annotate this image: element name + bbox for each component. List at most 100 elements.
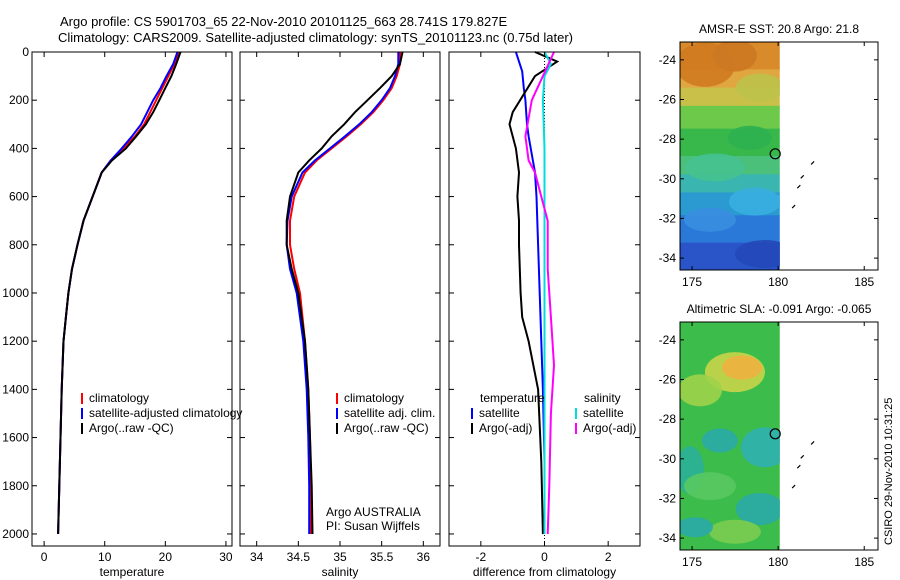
x-axis-label: salinity xyxy=(322,565,359,579)
header-line-2: Climatology: CARS2009. Satellite-adjuste… xyxy=(58,30,573,45)
map-y-tick-label: -26 xyxy=(659,372,677,386)
sla-patch xyxy=(740,427,780,468)
float-track-mark xyxy=(800,454,805,459)
series-line-1 xyxy=(285,52,400,534)
legend-label: satellite xyxy=(479,406,520,420)
y-tick-label: 1800 xyxy=(2,479,29,493)
x-tick-label: 34 xyxy=(250,550,264,564)
y-tick-label: 600 xyxy=(9,190,29,204)
sst-patch xyxy=(712,42,757,72)
y-tick-label: 800 xyxy=(9,238,29,252)
float-track-mark xyxy=(810,161,815,165)
x-tick-label: 36 xyxy=(417,550,431,564)
series-line-0 xyxy=(57,51,180,535)
map-frame xyxy=(679,41,879,271)
legend-label: satellite xyxy=(583,406,624,420)
sla-patch xyxy=(683,472,736,501)
series-line-1 xyxy=(57,51,179,535)
float-track-mark xyxy=(791,484,796,489)
x-tick-label: 30 xyxy=(219,550,233,564)
legend-label: satellite-adjusted climatology xyxy=(89,406,242,420)
float-track-mark xyxy=(810,441,815,445)
legend-label: Argo(..raw -QC) xyxy=(89,421,174,435)
sst-patch xyxy=(684,153,745,182)
plot-frame xyxy=(31,51,233,547)
map-x-tick-label: 185 xyxy=(854,555,874,569)
x-axis-label: difference from climatology xyxy=(473,565,616,579)
y-tick-label: 1400 xyxy=(2,382,29,396)
map-x-tick-label: 175 xyxy=(682,555,702,569)
salinity-panel: 34 34.5 35 35.5 36 salinity climatologysatelli… xyxy=(239,51,441,579)
map-x-tick-label: 180 xyxy=(768,555,788,569)
float-track-mark xyxy=(800,174,805,179)
float-track-mark xyxy=(796,464,801,469)
sst-patch xyxy=(735,73,780,102)
legend-label: Argo(-adj) xyxy=(479,421,532,435)
sla-patch xyxy=(721,355,762,380)
x-tick-label: -2 xyxy=(475,550,486,564)
series-line-2 xyxy=(541,51,553,534)
y-tick-label: 400 xyxy=(9,141,29,155)
legend-label: Argo(-adj) xyxy=(583,421,636,435)
map-field xyxy=(680,42,780,270)
map-title: Altimetric SLA: -0.091 Argo: -0.065 xyxy=(687,302,872,316)
float-track-mark xyxy=(796,184,801,189)
profile-location-marker xyxy=(769,148,781,160)
sst-patch xyxy=(734,240,780,269)
sst-patch xyxy=(728,187,780,216)
legend-label: satellite adj. clim. xyxy=(344,406,435,420)
annotation-text: PI: Susan Wijffels xyxy=(326,519,420,533)
y-tick-label: 1000 xyxy=(2,286,29,300)
y-tick-label: 2000 xyxy=(2,527,29,541)
x-axis-label: temperature xyxy=(100,565,165,579)
y-tick-label: 0 xyxy=(22,45,29,59)
map-y-tick-label: -26 xyxy=(659,92,677,106)
series-line-2 xyxy=(57,51,182,535)
sla-patch xyxy=(708,519,761,544)
annotation-text: Argo AUSTRALIA xyxy=(326,505,421,519)
map-y-tick-label: -34 xyxy=(659,251,677,265)
legend-label: Argo(..raw -QC) xyxy=(344,421,429,435)
y-tick-label: 1200 xyxy=(2,334,29,348)
series-line-2 xyxy=(285,51,404,535)
legend-label: climatology xyxy=(89,391,149,405)
map-y-tick-label: -28 xyxy=(659,132,677,146)
sst-patch xyxy=(683,207,736,232)
x-tick-label: 35 xyxy=(333,550,347,564)
x-tick-label: 10 xyxy=(98,550,112,564)
map-y-tick-label: -30 xyxy=(659,452,677,466)
y-tick-label: 200 xyxy=(9,93,29,107)
map-y-tick-label: -28 xyxy=(659,412,677,426)
legend-label: salinity xyxy=(584,391,621,405)
side-label: CSIRO 29-Nov-2010 10:31:25 xyxy=(883,398,895,545)
map-y-tick-label: -24 xyxy=(659,53,677,67)
sst-map-panel: 175 180 185 -24 -26 -28 -30 -32 -34 AMSR-E SST: 2… xyxy=(659,22,879,289)
legend-label: climatology xyxy=(344,391,404,405)
sla-map-panel: 175 180 185 -24 -26 -28 -30 -32 -34 Altimetric SL… xyxy=(659,302,879,569)
float-track-mark xyxy=(791,204,796,209)
sst-band xyxy=(680,105,780,130)
map-y-tick-label: -34 xyxy=(659,531,677,545)
map-x-tick-label: 175 xyxy=(682,275,702,289)
profile-location-marker xyxy=(769,428,781,440)
sla-patch xyxy=(680,374,722,407)
x-tick-label: 2 xyxy=(605,550,612,564)
x-tick-label: 34.5 xyxy=(287,550,311,564)
map-y-tick-label: -32 xyxy=(659,491,677,505)
map-y-tick-label: -24 xyxy=(659,333,677,347)
header-line-1: Argo profile: CS 5901703_65 22-Nov-2010 … xyxy=(60,14,507,29)
map-field xyxy=(680,322,780,550)
map-y-tick-label: -30 xyxy=(659,172,677,186)
x-tick-label: 35.5 xyxy=(370,550,394,564)
map-title: AMSR-E SST: 20.8 Argo: 21.8 xyxy=(699,22,859,36)
sla-patch xyxy=(701,428,738,453)
map-x-tick-label: 185 xyxy=(854,275,874,289)
legend-label: temperature xyxy=(480,391,545,405)
map-x-tick-label: 180 xyxy=(768,275,788,289)
map-y-tick-label: -32 xyxy=(659,211,677,225)
temperature-panel: 0 10 20 30 0 200 400 600 800 1000 1200 1400 1600 1800… xyxy=(2,45,242,579)
series-line-1 xyxy=(508,51,560,535)
y-tick-label: 1600 xyxy=(2,431,29,445)
